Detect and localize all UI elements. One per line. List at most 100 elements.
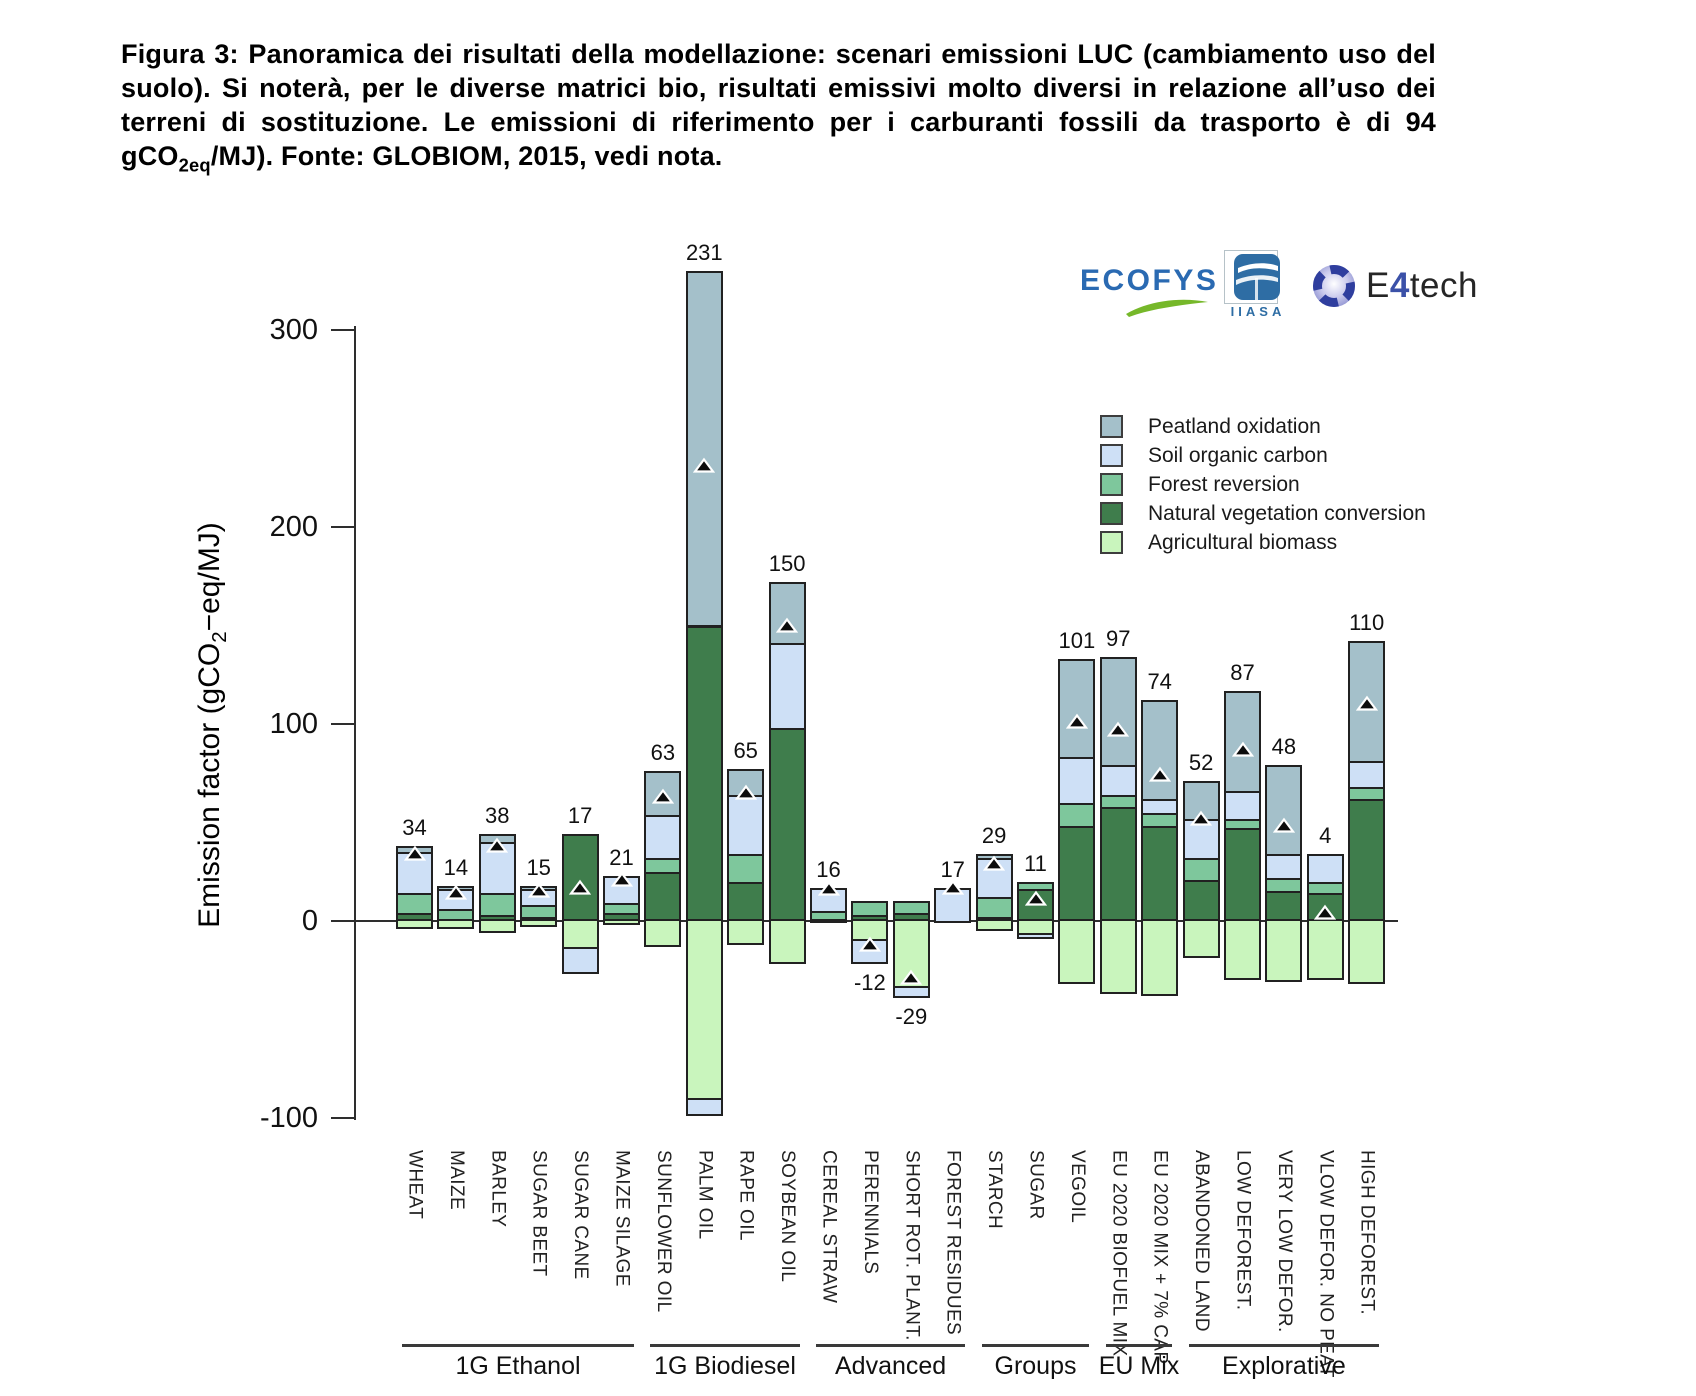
group-rule	[816, 1344, 966, 1347]
net-marker	[1024, 890, 1047, 907]
segment-peatland_oxidation	[1058, 658, 1096, 760]
legend-label: Agricultural biomass	[1148, 530, 1338, 554]
net-triangle-icon	[1272, 818, 1296, 834]
segment-forest_reversion	[396, 893, 433, 916]
segment-soil_organic_carbon	[1265, 854, 1303, 880]
bar-total-label: 110	[1349, 610, 1385, 636]
segment-agricultural_biomass	[975, 919, 1013, 931]
category-label: FOREST RESIDUES	[942, 1150, 964, 1336]
segment-agricultural_biomass	[1224, 919, 1261, 981]
legend-swatch-icon	[1100, 415, 1123, 438]
segment-forest_reversion	[1182, 857, 1220, 882]
bar-total-label: 11	[1024, 850, 1047, 876]
segment-soil_organic_carbon	[727, 794, 765, 856]
segment-agricultural_biomass	[1058, 919, 1096, 985]
category-label: ABANDONED LAND	[1191, 1150, 1213, 1332]
bar-total-label: 38	[485, 803, 510, 829]
segment-natural_vegetation_conversion	[1141, 826, 1179, 923]
group-rule	[981, 1344, 1090, 1347]
net-marker	[1314, 904, 1337, 921]
segment-forest_reversion	[975, 897, 1013, 920]
net-triangle-icon	[568, 879, 592, 895]
segment-forest_reversion	[1141, 812, 1179, 829]
net-triangle-icon	[775, 617, 799, 633]
group-label: EU Mix	[1098, 1352, 1180, 1380]
bar-total-label: 52	[1188, 750, 1214, 776]
net-marker	[775, 617, 799, 634]
net-marker	[1065, 713, 1089, 730]
e4tech-logo: E4tech	[1310, 262, 1478, 310]
segment-forest_reversion	[1306, 881, 1344, 896]
segment-soil_organic_carbon	[1017, 932, 1054, 939]
group-rule	[1188, 1344, 1380, 1347]
bar-total-label: 65	[733, 738, 758, 764]
e4tech-word-tech: tech	[1409, 266, 1478, 305]
group-label: 1G Ethanol	[455, 1352, 581, 1380]
y-tick-label: 0	[301, 905, 318, 937]
segment-agricultural_biomass	[478, 919, 516, 933]
legend-swatch-icon	[1100, 473, 1123, 496]
net-marker	[1272, 817, 1296, 834]
caption-text-start: Figura 3: Panoramica dei risultati della…	[121, 39, 1436, 171]
segment-forest_reversion	[851, 901, 889, 918]
iiasa-logo-text: IIASA	[1230, 304, 1286, 319]
category-label: LOW DEFOREST.	[1232, 1150, 1254, 1311]
net-triangle-icon	[734, 784, 757, 800]
y-axis-title-subscript: 2	[209, 631, 231, 643]
category-label: MAIZE	[445, 1150, 467, 1211]
group-label: Advanced	[834, 1352, 947, 1380]
net-triangle-icon	[693, 457, 716, 473]
segment-soil_organic_carbon	[1058, 757, 1096, 805]
segment-peatland_oxidation	[1099, 657, 1137, 768]
segment-agricultural_biomass	[1141, 919, 1179, 996]
category-label: WHEAT	[404, 1150, 426, 1220]
segment-forest_reversion	[1265, 877, 1303, 894]
segment-agricultural_biomass	[685, 919, 723, 1101]
segment-forest_reversion	[1099, 794, 1137, 809]
bar-total-label: -12	[853, 970, 886, 996]
segment-soil_organic_carbon	[892, 985, 930, 998]
legend-item: Agricultural biomass	[1100, 528, 1426, 557]
e4tech-sphere-icon	[1313, 265, 1355, 307]
segment-agricultural_biomass	[396, 919, 433, 929]
segment-forest_reversion	[644, 857, 682, 874]
category-label: SOYBEAN OIL	[777, 1150, 799, 1283]
net-triangle-icon	[941, 879, 964, 895]
net-triangle-icon	[1024, 890, 1047, 906]
segment-natural_vegetation_conversion	[1058, 826, 1096, 923]
ecofys-logo: ECOFYS	[1080, 264, 1216, 319]
caption-text-end: /MJ). Fonte: GLOBIOM, 2015, vedi nota.	[210, 141, 723, 171]
net-marker	[900, 969, 923, 986]
legend-item: Natural vegetation conversion	[1100, 499, 1426, 528]
segment-forest_reversion	[727, 854, 765, 884]
bar-total-label: 63	[650, 740, 676, 766]
net-triangle-icon	[1355, 695, 1378, 711]
segment-natural_vegetation_conversion	[685, 625, 723, 923]
category-label: SUNFLOWER OIL	[652, 1150, 674, 1313]
segment-forest_reversion	[892, 901, 930, 916]
y-tick-label: 300	[269, 314, 318, 346]
segment-peatland_oxidation	[685, 270, 723, 628]
net-triangle-icon	[1065, 713, 1089, 729]
net-marker	[1231, 741, 1254, 758]
net-triangle-icon	[1189, 810, 1213, 826]
net-marker	[610, 871, 633, 888]
y-tick-label: -100	[259, 1102, 318, 1134]
y-tick-mark	[331, 329, 354, 331]
bar-total-label: 34	[402, 815, 427, 841]
e4tech-letter-e: E	[1366, 266, 1390, 305]
legend-swatch-icon	[1100, 502, 1123, 525]
ecofys-swoosh-icon	[1126, 299, 1208, 317]
segment-forest_reversion	[1058, 802, 1096, 829]
segment-agricultural_biomass	[810, 919, 847, 923]
net-marker	[486, 837, 509, 854]
net-marker	[403, 845, 426, 862]
segment-natural_vegetation_conversion	[1224, 828, 1261, 923]
segment-agricultural_biomass	[561, 919, 599, 949]
segment-soil_organic_carbon	[1224, 790, 1261, 821]
group-rule	[650, 1344, 800, 1347]
category-label: EU 2020 MIX + 7% CAP	[1149, 1150, 1171, 1365]
net-triangle-icon	[610, 871, 633, 887]
legend-label: Soil organic carbon	[1148, 443, 1328, 467]
